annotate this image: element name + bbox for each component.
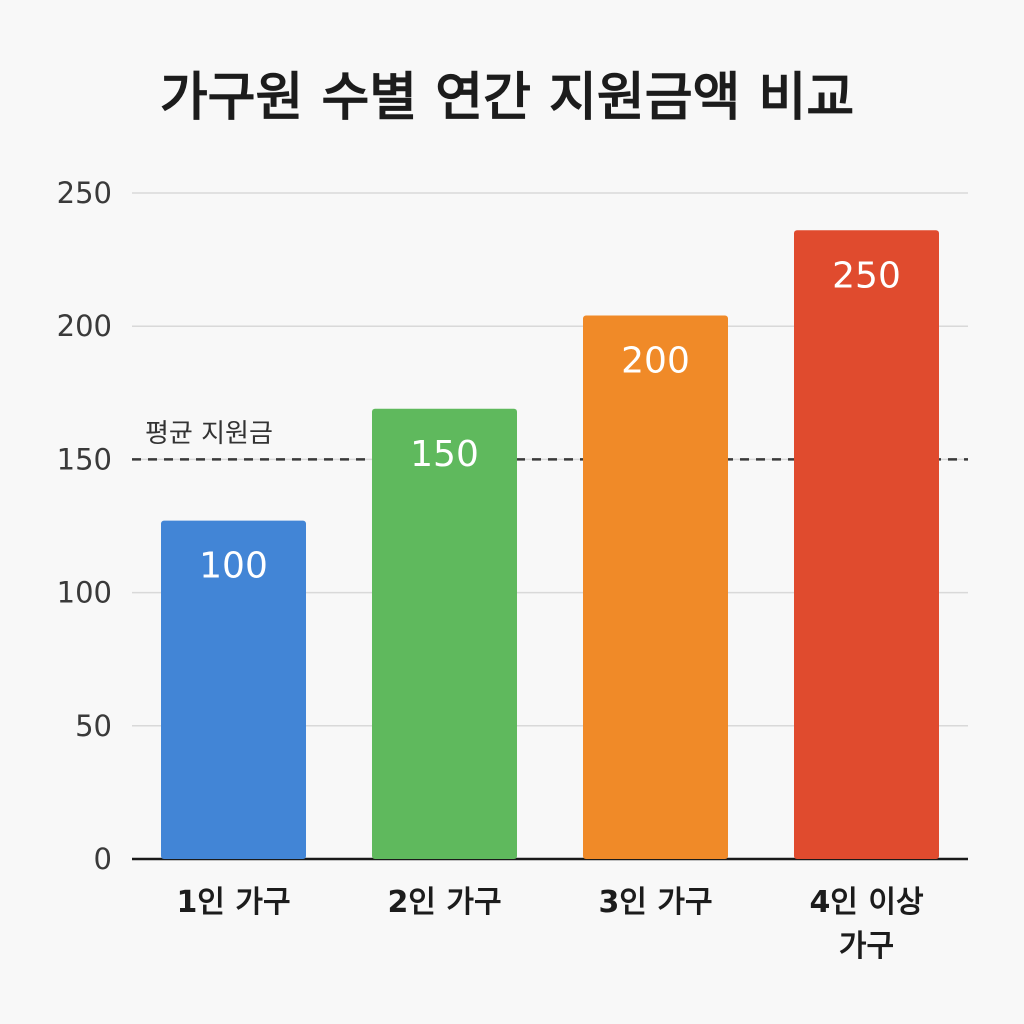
y-tick-label: 50 (75, 709, 112, 743)
x-category-label: 3인 가구 (598, 885, 712, 920)
reference-line-label: 평균 지원금 (145, 419, 273, 449)
bar (583, 315, 728, 859)
y-tick-label: 100 (57, 576, 112, 610)
y-tick-label: 0 (94, 842, 112, 876)
bar (372, 408, 517, 859)
y-tick-label: 150 (57, 442, 112, 476)
bar-layer (161, 230, 939, 859)
bar (161, 520, 306, 859)
bar-value-label: 100 (199, 546, 268, 587)
bar-value-label: 150 (410, 434, 479, 475)
x-category-label: 가구 (839, 929, 894, 964)
chart-title: 가구원 수별 연간 지원금액 비교 (160, 68, 854, 128)
bar-value-label: 200 (621, 341, 690, 382)
x-category-label: 2인 가구 (387, 885, 501, 920)
y-tick-label: 200 (57, 309, 112, 343)
x-category-label: 4인 이상 (809, 885, 924, 920)
x-category-label: 1인 가구 (176, 885, 290, 920)
bar-value-label: 250 (832, 255, 901, 296)
y-tick-label: 250 (57, 176, 112, 210)
bar (794, 230, 939, 859)
